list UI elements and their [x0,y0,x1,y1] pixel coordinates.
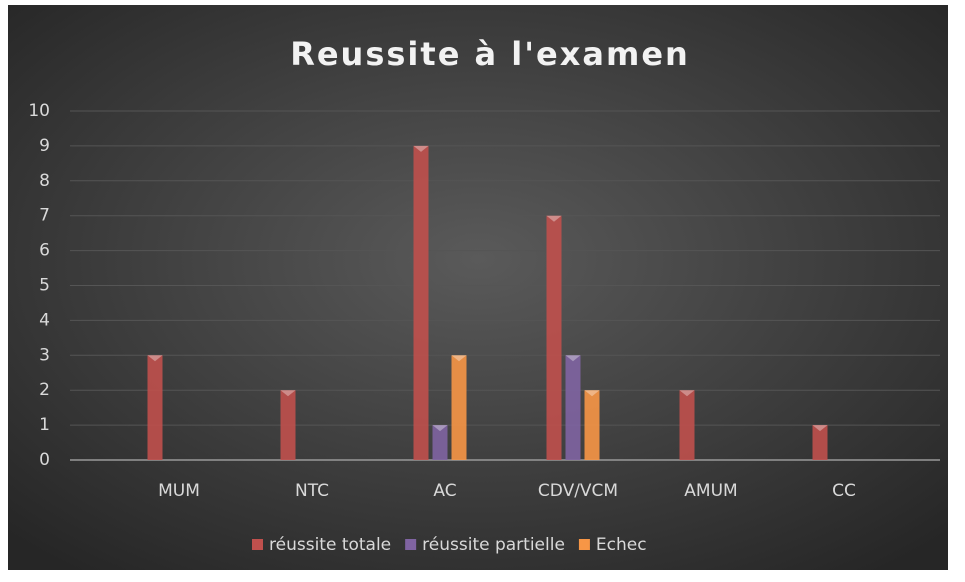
legend-swatch [578,539,590,550]
y-tick-label: 1 [39,415,50,435]
legend-label: Echec [596,535,647,555]
y-tick-label: 6 [39,241,50,261]
bar-cap [546,215,562,222]
y-tick-label: 9 [39,136,50,156]
legend-label: réussite partielle [422,535,565,555]
bar [432,425,448,460]
bar [584,390,600,460]
chart-background [8,5,948,570]
y-tick-label: 4 [39,310,50,330]
x-tick-label: AC [433,481,456,501]
bar-cap [812,425,828,432]
y-tick-label: 0 [39,450,50,470]
bar-cap [565,355,581,362]
legend-label: réussite totale [269,535,391,555]
y-tick-label: 2 [39,380,50,400]
y-tick-label: 7 [39,206,50,226]
bar [413,145,429,460]
x-tick-label: NTC [295,481,329,501]
x-tick-label: AMUM [684,481,737,501]
legend-swatch [405,539,417,550]
bar-cap [280,390,296,397]
y-tick-label: 3 [39,345,50,365]
bar [280,390,296,460]
bar-cap [413,145,429,152]
bar [565,355,581,460]
x-tick-label: CC [832,481,856,501]
chart-title: Reussite à l'examen [290,35,690,73]
y-tick-label: 8 [39,171,50,191]
x-tick-label: MUM [158,481,200,501]
bar [679,390,695,460]
legend-swatch [252,539,263,550]
y-tick-label: 5 [39,276,50,296]
bar-cap [679,390,695,397]
bar [546,215,562,460]
bar [812,425,828,460]
bar-cap [451,355,467,362]
bar-cap [432,425,448,432]
x-tick-label: CDV/VCM [538,481,618,501]
bar-cap [147,355,163,362]
bar [451,355,467,460]
y-tick-label: 10 [28,101,50,121]
bar [147,355,163,460]
bar-cap [584,390,600,397]
